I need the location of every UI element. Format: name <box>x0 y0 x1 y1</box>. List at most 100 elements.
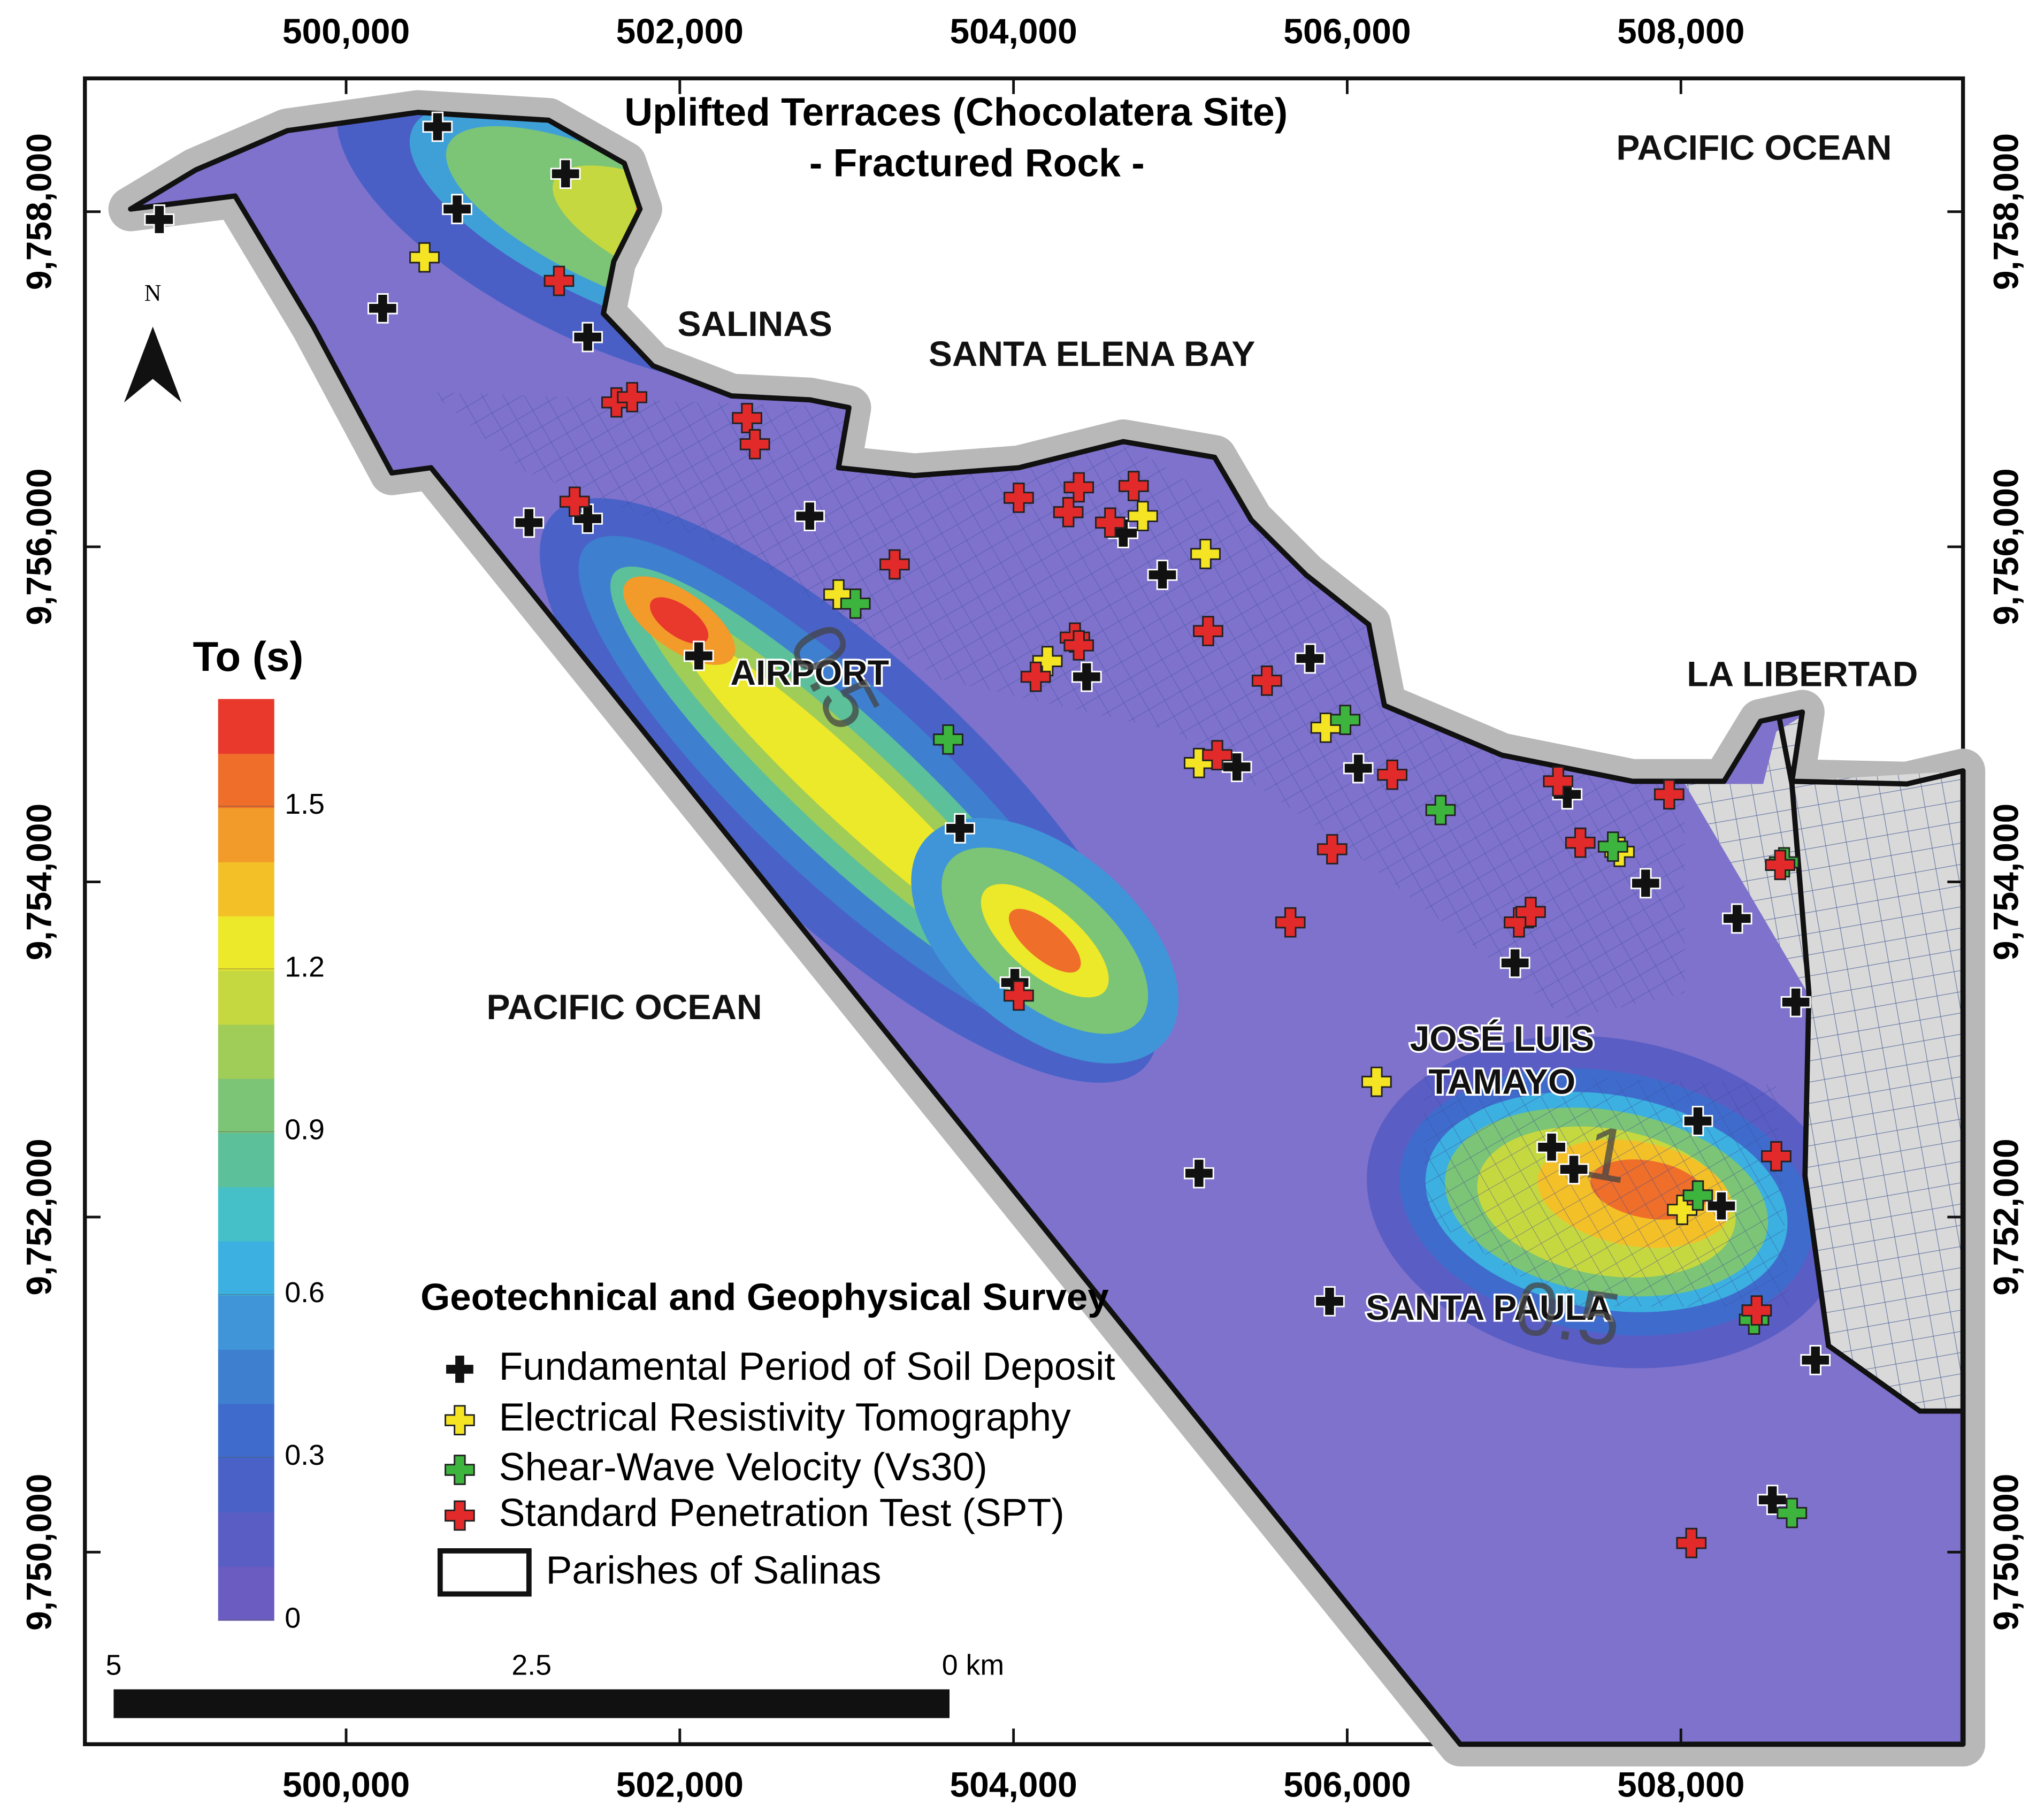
survey-point <box>1071 661 1102 692</box>
colorbar-band <box>218 1349 274 1404</box>
y-tick-label: 9,750,000 <box>1986 1474 2026 1631</box>
survey-point <box>1147 560 1178 590</box>
map-title: Uplifted Terraces (Chocolatera Site) <box>624 90 1288 134</box>
north-label: N <box>144 280 162 306</box>
libertad-streets <box>1685 716 1963 1411</box>
survey-point <box>422 111 453 142</box>
survey-point <box>933 724 963 755</box>
y-tick-label: 9,754,000 <box>1986 804 2026 960</box>
survey-point <box>1761 1141 1792 1172</box>
y-tick-label: 9,750,000 <box>19 1474 59 1631</box>
survey-point <box>550 158 581 189</box>
legend-marker <box>445 1455 475 1485</box>
y-tick-label: 9,752,000 <box>19 1138 59 1295</box>
north-arrow: N <box>124 280 182 403</box>
place-label: PACIFIC OCEAN <box>1616 127 1892 167</box>
x-tick-label: 508,000 <box>1617 11 1744 51</box>
colorbar-title: To (s) <box>193 633 303 680</box>
contour-zone <box>1008 908 1081 973</box>
survey-point <box>144 204 175 235</box>
survey-point <box>1721 903 1752 934</box>
survey-point <box>794 501 825 532</box>
survey-point <box>1330 705 1361 735</box>
survey-point <box>1314 1286 1345 1317</box>
x-tick-label: 504,000 <box>950 1764 1077 1804</box>
y-tick-label: 9,756,000 <box>19 468 59 625</box>
colorbar-tick-label: 1.2 <box>285 951 325 983</box>
colorbar-band <box>218 1078 274 1134</box>
survey-point <box>1800 1345 1831 1375</box>
colorbar-tick-label: 0.6 <box>285 1276 325 1309</box>
place-label: AIRPORT <box>730 653 889 692</box>
y-tick-label: 9,754,000 <box>19 804 59 960</box>
colorbar-band <box>218 807 274 862</box>
survey-point <box>1094 507 1126 538</box>
survey-point <box>409 242 440 273</box>
survey-point <box>559 486 590 517</box>
survey-point <box>1597 831 1628 862</box>
colorbar-band <box>218 1511 274 1567</box>
survey-point <box>1053 497 1084 527</box>
survey-point <box>1295 643 1326 674</box>
survey-point <box>1630 868 1661 899</box>
x-tick-label: 506,000 <box>1283 11 1411 51</box>
colorbar-band <box>218 753 274 808</box>
x-tick-label: 506,000 <box>1283 1764 1411 1804</box>
survey-point <box>1543 766 1574 797</box>
survey-point <box>1667 1195 1698 1225</box>
survey-point <box>1063 630 1094 661</box>
parish-boundary <box>1776 715 1963 1414</box>
colorbar-band <box>218 861 274 916</box>
colorbar-band <box>218 1241 274 1296</box>
survey-point <box>1780 987 1811 1018</box>
colorbar-tick-label: 0 <box>285 1602 301 1634</box>
colorbar-band <box>218 699 274 754</box>
place-label: SANTA ELENA BAY <box>929 334 1255 373</box>
colorbar-tick-label: 0.3 <box>285 1439 325 1471</box>
survey-point <box>617 382 648 412</box>
survey-point <box>1558 1154 1589 1185</box>
scale-label: 0 km <box>942 1649 1004 1681</box>
survey-point <box>840 588 871 619</box>
survey-point <box>683 640 714 671</box>
place-label: LA LIBERTAD <box>1687 654 1918 693</box>
place-label: SALINAS <box>678 304 832 343</box>
x-tick-label: 500,000 <box>282 1764 410 1804</box>
survey-point <box>1536 1131 1567 1163</box>
survey-point <box>1499 947 1530 978</box>
survey-point <box>1565 827 1596 858</box>
colorbar-band <box>218 1566 274 1621</box>
place-label: PACIFIC OCEAN <box>486 987 762 1027</box>
survey-point <box>1020 661 1051 692</box>
survey-point <box>1343 753 1374 784</box>
survey-point <box>1184 1158 1214 1189</box>
survey-point <box>1004 483 1034 513</box>
colorbar-band <box>218 1403 274 1458</box>
colorbar-tick-label: 1.5 <box>285 788 325 820</box>
survey-point <box>1515 897 1546 927</box>
contour-zone <box>649 597 709 644</box>
colorbar-band <box>218 1457 274 1513</box>
survey-point <box>945 813 975 844</box>
survey-point <box>1193 616 1223 646</box>
survey-point <box>543 265 575 296</box>
boundary-swatch <box>437 1548 532 1597</box>
survey-point <box>572 322 603 353</box>
survey-point <box>1275 907 1306 938</box>
map-subtitle: - Fractured Rock - <box>809 141 1145 185</box>
colorbar-band <box>218 969 274 1025</box>
legend-label: Shear-Wave Velocity (Vs30) <box>499 1445 987 1489</box>
colorbar-band <box>218 1132 274 1188</box>
survey-point <box>368 293 398 324</box>
survey-point <box>1377 759 1407 790</box>
north-arrow-shape <box>124 326 182 403</box>
x-tick-label: 504,000 <box>950 11 1077 51</box>
scale-label: 5 <box>105 1649 121 1681</box>
colorbar-tick-label: 0.9 <box>285 1114 325 1146</box>
scale-bar <box>113 1689 950 1718</box>
legend-title: Geotechnical and Geophysical Survey <box>420 1276 1108 1319</box>
survey-point <box>1251 666 1282 696</box>
survey-point <box>1063 472 1094 503</box>
survey-point <box>1682 1180 1713 1211</box>
